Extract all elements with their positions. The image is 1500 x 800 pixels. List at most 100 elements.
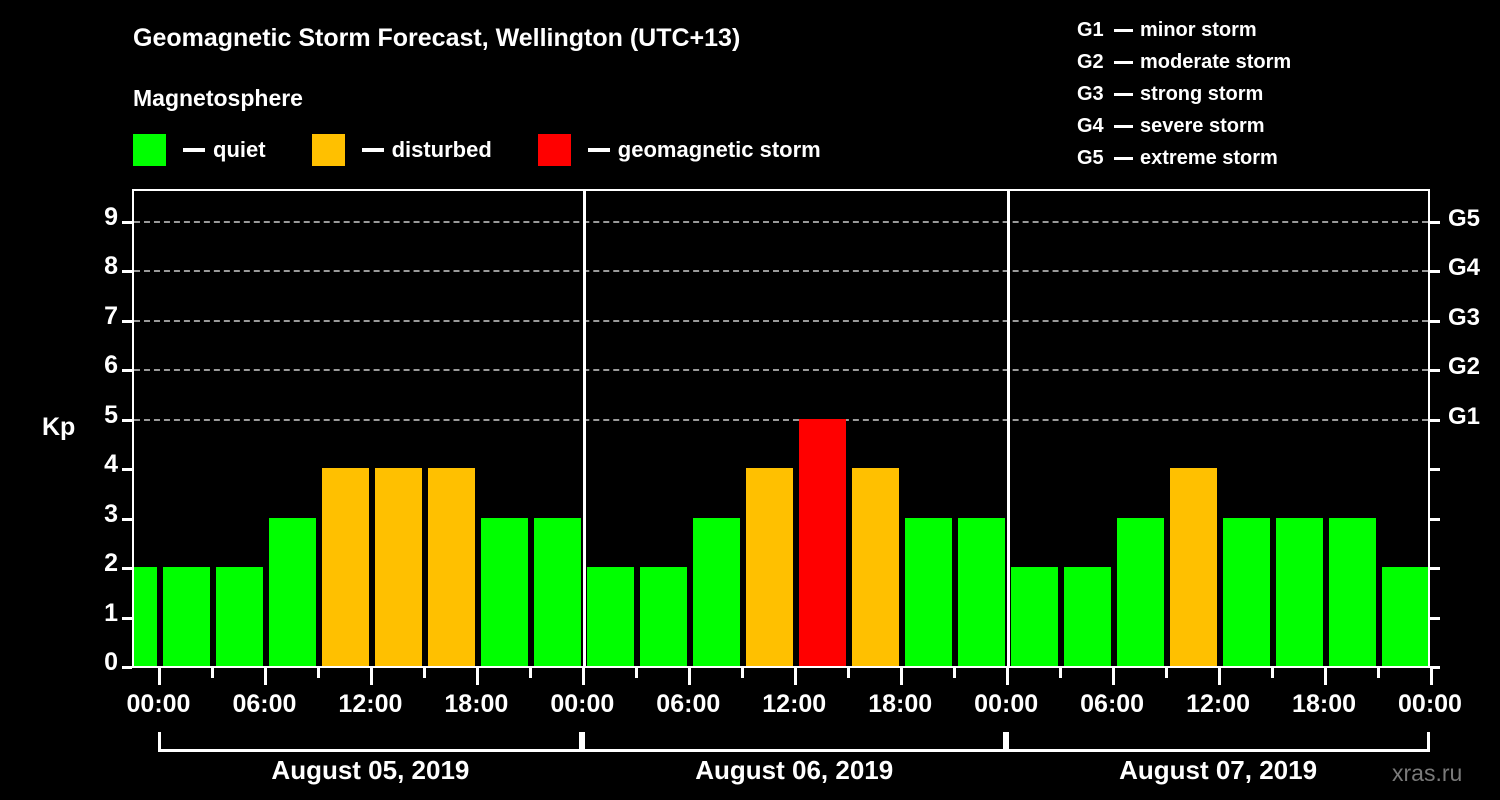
bar	[1276, 517, 1324, 666]
date-bracket-line	[582, 749, 1007, 752]
y-axis-tick-mark	[122, 567, 132, 571]
y-axis-tick-mark	[122, 369, 132, 373]
g-scale-row: G4 severe storm	[1077, 110, 1291, 142]
g-scale-dash-icon	[1114, 92, 1133, 96]
y-axis-tick-mark	[122, 517, 132, 521]
bar	[1170, 468, 1218, 666]
date-bracket-cap-left	[158, 732, 162, 752]
day-separator	[1006, 191, 1010, 666]
bar-partial-leading	[134, 567, 158, 666]
y-axis-tick-label: 2	[104, 549, 118, 578]
y-axis-tick-mark-right	[1430, 418, 1440, 422]
grid-line	[134, 270, 1428, 273]
date-bracket-cap-left	[582, 732, 586, 752]
x-axis-tick-label: 00:00	[974, 690, 1039, 718]
x-axis-tick-label: 18:00	[1292, 690, 1357, 718]
x-axis-tick-label: 12:00	[1186, 690, 1251, 718]
x-axis-minor-tick	[1165, 668, 1169, 678]
bar	[746, 468, 794, 666]
y-axis-tick-mark	[122, 220, 132, 224]
g-scale-dash-icon	[1114, 60, 1133, 64]
g-scale-row: G5 extreme storm	[1077, 142, 1291, 174]
date-bracket-line	[1006, 749, 1430, 752]
x-axis-tick-mark	[1218, 668, 1222, 685]
legend-label: quiet	[213, 137, 266, 162]
y-axis-tick-mark-right	[1430, 468, 1440, 472]
g-scale-row: G3 strong storm	[1077, 78, 1291, 110]
y-axis-tick-mark	[122, 616, 132, 620]
x-axis-minor-tick	[741, 668, 745, 678]
y-axis-tick-mark-right	[1430, 517, 1440, 521]
chart-subtitle: Magnetosphere	[133, 85, 303, 111]
y-axis-tick-label: 9	[104, 202, 118, 231]
y-axis-tick-mark	[122, 468, 132, 472]
x-axis-tick-label: 18:00	[444, 690, 509, 718]
y-axis-tick-mark	[122, 270, 132, 274]
bar	[1011, 567, 1059, 666]
bar	[1223, 517, 1271, 666]
g-scale-description: minor storm	[1140, 18, 1257, 41]
y-axis-tick-mark-right	[1430, 369, 1440, 373]
y-axis-tick-label: 1	[104, 598, 118, 627]
x-axis-minor-tick	[1059, 668, 1063, 678]
color-legend: quiet disturbed geomagnetic storm	[133, 133, 867, 167]
x-axis-tick-mark	[1324, 668, 1328, 685]
page-title: Geomagnetic Storm Forecast, Wellington (…	[133, 24, 741, 52]
x-axis-tick-mark	[794, 668, 798, 685]
y-axis-tick-mark-right	[1430, 567, 1440, 571]
x-axis-minor-tick	[211, 668, 215, 678]
g-scale-row: G2 moderate storm	[1077, 46, 1291, 78]
legend-swatch-disturbed	[311, 134, 345, 166]
g-scale-description: moderate storm	[1140, 50, 1292, 73]
y-axis-tick-mark-right	[1430, 319, 1440, 323]
x-axis-tick-label: 06:00	[1080, 690, 1145, 718]
g-scale-code: G2	[1077, 50, 1104, 73]
x-axis-minor-tick	[1271, 668, 1275, 678]
x-axis-tick-label: 06:00	[656, 690, 721, 718]
x-axis-tick-label: 00:00	[1398, 690, 1462, 718]
bar	[216, 567, 264, 666]
x-axis-minor-tick	[635, 668, 639, 678]
x-axis-tick-label: 00:00	[126, 690, 191, 718]
date-bracket-cap-right	[1003, 732, 1007, 752]
g-scale-code: G4	[1077, 114, 1104, 137]
y-axis-tick-label: 3	[104, 499, 118, 528]
bar	[1382, 567, 1428, 666]
g-axis-tick-label: G2	[1448, 353, 1481, 381]
bar	[1117, 517, 1165, 666]
legend-item: disturbed	[311, 134, 492, 166]
x-axis-tick-mark	[476, 668, 480, 685]
g-axis-tick-label: G1	[1448, 402, 1481, 430]
legend-item: geomagnetic storm	[537, 134, 821, 166]
x-axis-tick-mark	[1006, 668, 1010, 685]
g-scale-row: G1 minor storm	[1077, 14, 1291, 46]
bar	[428, 468, 476, 666]
g-scale-description: severe storm	[1140, 114, 1265, 137]
y-axis-tick-mark-right	[1430, 270, 1440, 274]
y-axis-tick-mark-right	[1430, 666, 1440, 669]
x-axis-minor-tick	[1377, 668, 1381, 678]
bar	[640, 567, 688, 666]
date-label: August 07, 2019	[1119, 755, 1318, 785]
x-axis-tick-mark	[582, 668, 586, 685]
bar	[375, 468, 423, 666]
bar	[481, 517, 529, 666]
x-axis-tick-mark	[688, 668, 692, 685]
y-axis-tick-label: 5	[104, 400, 118, 429]
y-axis-tick-mark	[122, 666, 132, 669]
g-scale-dash-icon	[1114, 124, 1133, 128]
g-axis-tick-label: G3	[1448, 303, 1481, 331]
grid-line	[134, 418, 1428, 421]
bar	[1064, 567, 1112, 666]
y-axis-tick-label: 8	[104, 252, 118, 281]
bar	[322, 468, 370, 666]
date-label: August 06, 2019	[695, 755, 894, 785]
y-axis-tick-label: 6	[104, 351, 118, 380]
g-scale-code: G5	[1077, 146, 1104, 169]
g-scale-code: G1	[1077, 18, 1104, 41]
bar	[269, 517, 317, 666]
x-axis-minor-tick	[423, 668, 427, 678]
x-axis-minor-tick	[847, 668, 851, 678]
g-scale-dash-icon	[1114, 28, 1133, 32]
date-bracket-cap-right	[1427, 732, 1430, 752]
